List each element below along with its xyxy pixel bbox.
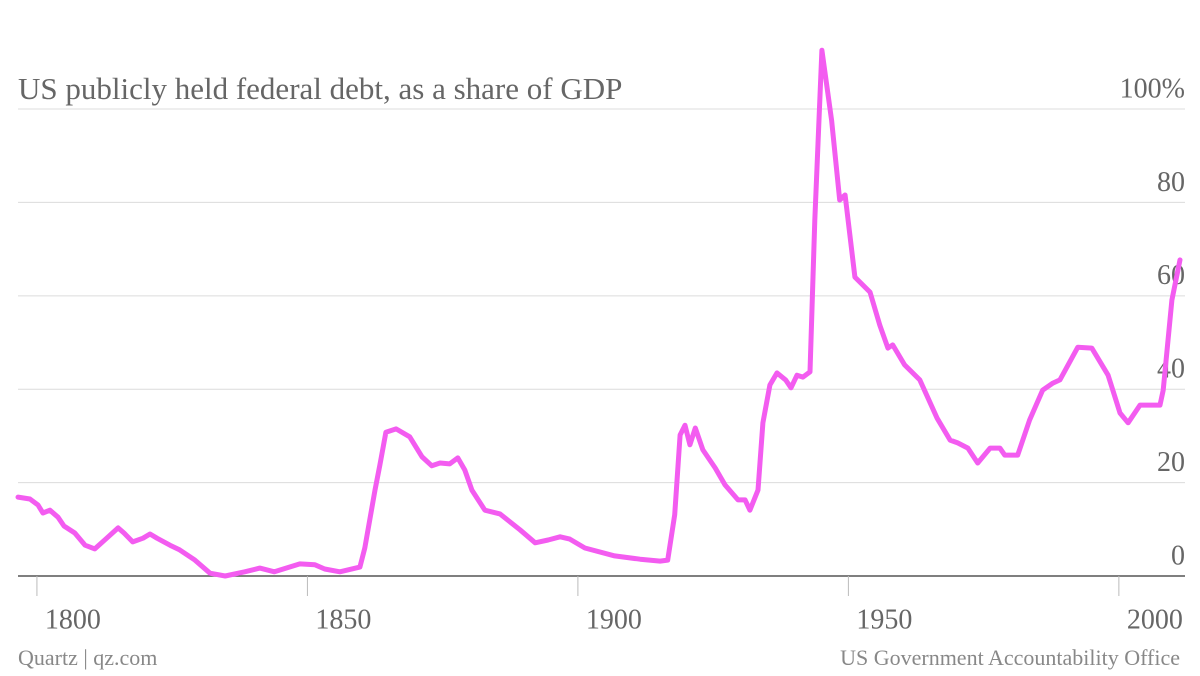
chart-title: US publicly held federal debt, as a shar…	[18, 71, 622, 106]
y-tick-label: 100%	[1120, 73, 1185, 104]
y-tick-label: 0	[1171, 540, 1185, 571]
x-tick-label: 1850	[315, 604, 371, 635]
x-tick-label: 2000	[1127, 604, 1183, 635]
x-tick-label: 1950	[856, 604, 912, 635]
x-tick-label: 1900	[586, 604, 642, 635]
data-line	[15, 47, 1183, 579]
x-tick-label: 1800	[45, 604, 101, 635]
source-left: Quartz | qz.com	[18, 645, 157, 670]
y-tick-label: 20	[1157, 447, 1185, 478]
y-tick-label: 80	[1157, 167, 1185, 198]
y-tick-label: 40	[1157, 354, 1185, 385]
source-right: US Government Accountability Office	[840, 645, 1180, 670]
